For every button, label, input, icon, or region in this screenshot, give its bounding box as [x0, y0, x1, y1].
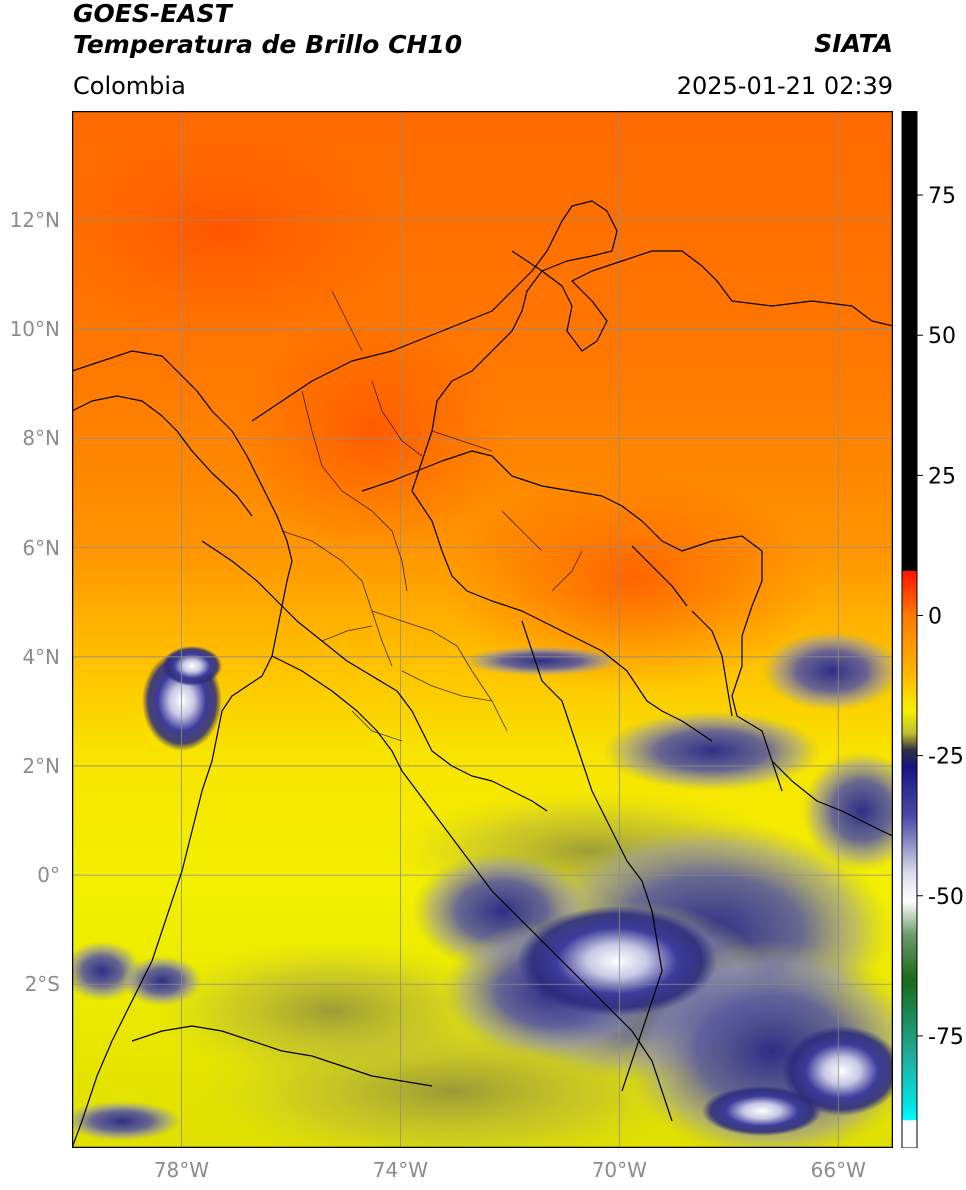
latitude-tick-label: 0°	[37, 863, 60, 888]
latitude-tick-label: 12°N	[9, 208, 60, 233]
cloud-area	[72, 1101, 182, 1141]
latitude-tick-label: 2°S	[24, 972, 60, 997]
cloud-area	[702, 1086, 822, 1136]
cloud-area	[162, 646, 222, 686]
colorbar-tick-label: 25	[928, 464, 956, 489]
longitude-tick-label: 74°W	[372, 1158, 428, 1182]
datetime-label: 2025-01-21 02:39	[676, 72, 893, 100]
map-frame	[72, 111, 893, 1148]
colorbar-tick-label: -50	[928, 885, 964, 910]
department-boundaries	[281, 290, 583, 742]
latitude-tick-label: 2°N	[22, 753, 60, 778]
satellite-title: GOES-EAST	[73, 0, 232, 28]
latitude-tick-label: 6°N	[22, 535, 60, 560]
longitude-tick-label: 70°W	[591, 1158, 647, 1182]
colorbar-tick-label: 75	[928, 184, 956, 209]
cloud-area	[602, 711, 822, 791]
longitude-tick-label: 78°W	[153, 1158, 210, 1182]
latitude-tick-label: 8°N	[22, 426, 60, 451]
latitude-tick-label: 4°N	[22, 644, 60, 669]
colorbar-tick-label: -25	[928, 745, 964, 770]
longitude-tick-label: 66°W	[810, 1158, 866, 1182]
coastline-border-lines	[72, 200, 893, 1148]
region-label: Colombia	[73, 72, 186, 100]
colorbar-tick-label: 0	[928, 604, 942, 629]
product-title: Temperatura de Brillo CH10	[73, 30, 463, 59]
cloud-area	[802, 751, 893, 871]
cloud-area	[762, 631, 893, 711]
colorbar-tick-label: -75	[928, 1025, 964, 1050]
temperature-colorbar: 75 50 25 0 -25 -50 -75	[901, 111, 964, 1148]
cloud-area	[462, 646, 622, 676]
source-label: SIATA	[814, 29, 893, 58]
colorbar-tick-label: 50	[928, 324, 956, 349]
latitude-tick-label: 10°N	[9, 317, 60, 342]
cloud-area	[152, 941, 512, 1081]
colorbar-gradient	[901, 111, 918, 1148]
cloud-area	[517, 906, 717, 1016]
cloud-area	[782, 1026, 893, 1116]
cloud-area	[122, 956, 202, 1006]
brightness-temperature-map	[72, 111, 893, 1148]
